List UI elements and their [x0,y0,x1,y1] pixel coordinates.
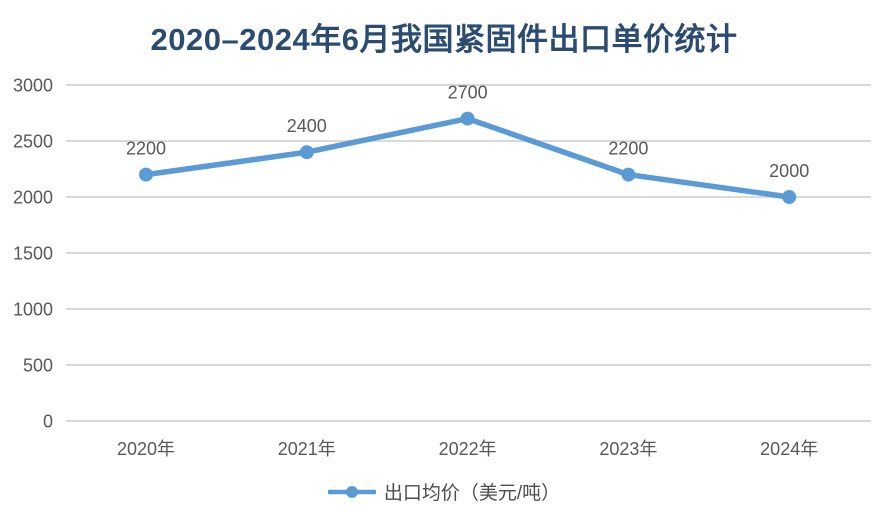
x-tick-label: 2023年 [599,439,657,459]
y-tick-label: 1000 [13,300,53,320]
data-point [782,190,797,204]
data-point [139,167,153,182]
y-tick-label: 3000 [13,76,53,96]
data-point-label: 2200 [608,139,648,159]
y-tick-label: 2000 [13,188,53,208]
data-point-label: 2700 [448,83,488,103]
y-tick-label: 2500 [13,132,53,152]
series-line [143,115,792,200]
y-tick-label: 500 [23,356,53,376]
legend: 出口均价（美元/吨） [0,478,888,505]
data-point-label: 2400 [287,116,327,136]
data-point [621,167,636,182]
legend-label: 出口均价（美元/吨） [383,483,561,504]
data-point [460,111,475,126]
data-point [299,145,314,160]
y-tick-label: 1500 [13,244,53,264]
data-point-label: 2000 [769,161,809,181]
x-tick-label: 2021年 [278,439,336,459]
data-point-label: 2200 [126,139,166,159]
legend-line-marker-icon [327,485,376,498]
chart-title: 2020–2024年6月我国紧固件出口单价统计 [150,22,738,57]
x-tick-label: 2020年 [117,439,175,459]
x-tick-label: 2022年 [439,439,497,459]
y-tick-label: 0 [43,412,53,432]
x-tick-label: 2024年 [760,439,818,459]
